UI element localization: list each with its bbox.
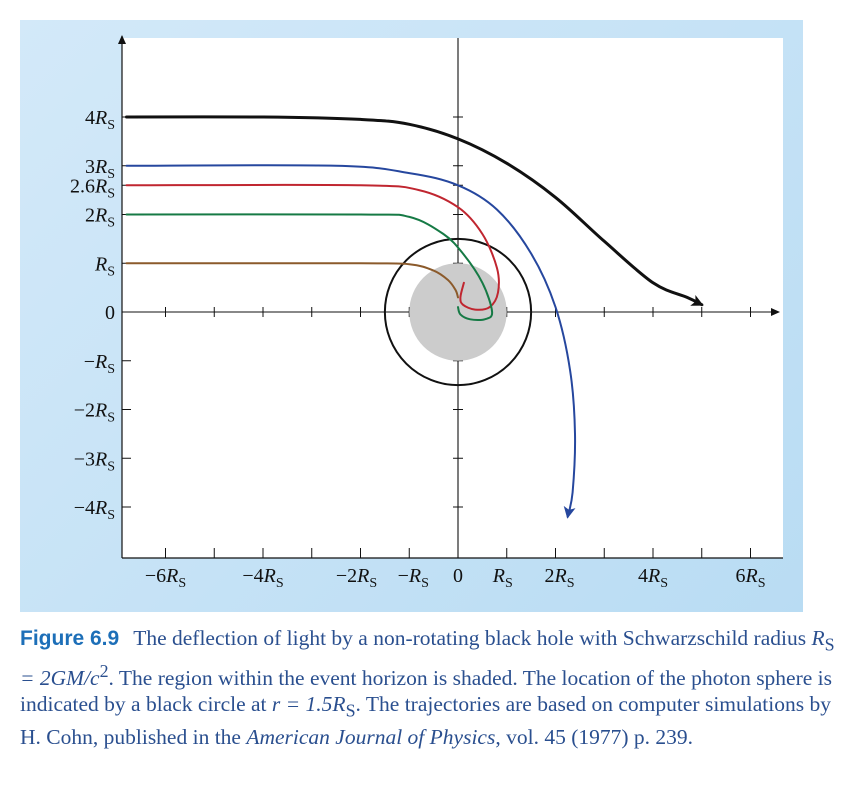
y-tick-label: −4RS	[74, 497, 115, 523]
x-tick-label: 0	[453, 565, 463, 587]
trajectory-b-1	[125, 262, 459, 299]
x-tick-label: 4RS	[638, 565, 668, 591]
caption-formula-1-sup: 2	[99, 660, 109, 681]
y-tick-label: 0	[105, 302, 115, 324]
caption-formula-2-rest: = 1.5R	[280, 692, 346, 717]
y-tick-label: −RS	[84, 351, 115, 377]
y-tick-label: −2RS	[74, 400, 115, 426]
photon-sphere	[383, 237, 533, 387]
caption-text-4: , vol. 45 (1977) p. 239.	[495, 725, 694, 750]
caption-text-3: . The trajectories are based on computer…	[20, 692, 831, 750]
caption-formula-1-rest: = 2GM/c	[20, 665, 100, 690]
caption-text-2: . The region within the event horizon is…	[20, 665, 833, 717]
y-tick-label: 2RS	[85, 205, 115, 231]
caption-formula-1-sub: S	[824, 634, 835, 655]
trajectory-b-4	[125, 115, 704, 307]
y-tick-label: 4RS	[85, 107, 115, 133]
x-tick-label: −6RS	[145, 565, 186, 591]
caption-journal: American Journal of Physics	[246, 725, 496, 750]
caption-formula-2-sub: S	[345, 700, 356, 721]
x-tick-label: −2RS	[336, 565, 377, 591]
trajectory-b-2	[125, 213, 494, 322]
trajectory-b-2-6	[125, 183, 500, 311]
y-tick-label: 3RS	[85, 156, 115, 182]
y-tick-label: RS	[94, 253, 115, 279]
figure-caption: Figure 6.9 The deflection of light by a n…	[20, 625, 845, 751]
y-tick-label: −3RS	[74, 448, 115, 474]
x-tick-label: RS	[492, 565, 513, 591]
figure-label: Figure 6.9	[20, 627, 120, 650]
x-tick-label: 2RS	[544, 565, 574, 591]
caption-formula-1-symbol: R	[811, 626, 825, 650]
caption-formula-2-symbol: r	[271, 692, 281, 717]
caption-text-1: The deflection of light by a non-rotatin…	[133, 626, 812, 650]
y-tick-label: 2.6RS	[70, 175, 115, 201]
x-tick-label: 6RS	[735, 565, 765, 591]
trajectory-b-3	[125, 164, 577, 519]
x-tick-label: −RS	[398, 565, 429, 591]
x-tick-label: −4RS	[242, 565, 283, 591]
figure-panel: −6RS −4RS −2RS −RS 0 RS 2RS 4RS 6RS 4RS 3RS 2.6RS 2R…	[20, 20, 803, 612]
event-horizon	[409, 263, 507, 361]
